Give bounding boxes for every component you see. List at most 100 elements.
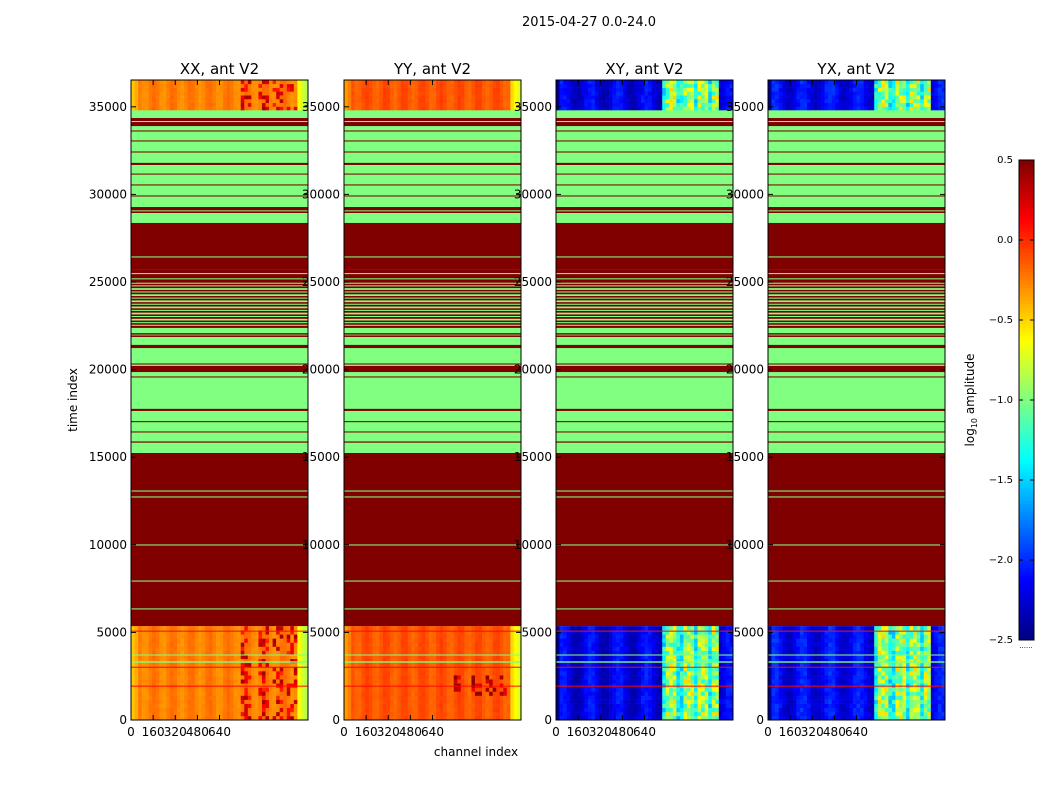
heatmap-cell — [283, 634, 287, 638]
heatmap-cell — [142, 712, 146, 716]
heatmap-cell — [637, 691, 641, 695]
heatmap-cell — [666, 679, 670, 683]
heatmap-cell — [694, 103, 698, 107]
heatmap-cell — [475, 700, 479, 704]
heatmap-cell — [244, 95, 248, 99]
heatmap-cell — [701, 663, 705, 667]
heatmap-cell — [181, 103, 185, 107]
heatmap-cell — [659, 107, 663, 111]
heatmap-cell — [181, 663, 185, 667]
heatmap-cell — [620, 651, 624, 655]
heatmap-cell — [705, 704, 709, 708]
heatmap-cell — [244, 663, 248, 667]
heatmap-cell — [567, 647, 571, 651]
heatmap-cell — [244, 634, 248, 638]
heatmap-cell — [404, 704, 408, 708]
heatmap-cell — [251, 712, 255, 716]
heatmap-cell — [383, 696, 387, 700]
heatmap-cell — [630, 107, 634, 111]
heatmap-cell — [701, 103, 705, 107]
heatmap-cell — [436, 647, 440, 651]
flag-band — [344, 453, 521, 626]
heatmap-cell — [262, 88, 266, 92]
heatmap-cell — [170, 91, 174, 95]
heatmap-cell — [468, 103, 472, 107]
heatmap-cell — [415, 99, 419, 103]
heatmap-cell — [598, 675, 602, 679]
heatmap-cell — [574, 651, 578, 655]
heatmap-cell — [669, 675, 673, 679]
heatmap-cell — [591, 88, 595, 92]
heatmap-cell — [408, 696, 412, 700]
heatmap-cell — [369, 696, 373, 700]
heatmap-cell — [415, 691, 419, 695]
flag-band — [344, 376, 521, 377]
heatmap-cell — [620, 642, 624, 646]
heatmap-cell — [637, 712, 641, 716]
heatmap-cell — [486, 634, 490, 638]
heatmap-cell — [429, 91, 433, 95]
heatmap-cell — [616, 647, 620, 651]
heatmap-cell — [634, 95, 638, 99]
heatmap-cell — [507, 712, 511, 716]
heatmap-cell — [408, 675, 412, 679]
heatmap-cell — [234, 84, 238, 88]
heatmap-cell — [173, 708, 177, 712]
heatmap-cell — [408, 107, 412, 111]
heatmap-cell — [294, 634, 298, 638]
heatmap-cell — [408, 683, 412, 687]
heatmap-cell — [581, 99, 585, 103]
heatmap-cell — [234, 107, 238, 111]
heatmap-cell — [705, 671, 709, 675]
heatmap-cell — [454, 687, 458, 691]
heatmap-cell — [135, 80, 139, 84]
heatmap-cell — [294, 712, 298, 716]
heatmap-cell — [248, 91, 252, 95]
heatmap-cell — [475, 675, 479, 679]
heatmap-cell — [694, 683, 698, 687]
heatmap-cell — [726, 80, 730, 84]
heatmap-cell — [471, 663, 475, 667]
heatmap-cell — [447, 651, 451, 655]
heatmap-cell — [422, 80, 426, 84]
heatmap-cell — [369, 700, 373, 704]
heatmap-cell — [581, 696, 585, 700]
heatmap-cell — [648, 103, 652, 107]
heatmap-cell — [457, 647, 461, 651]
heatmap-cell — [687, 103, 691, 107]
heatmap-cell — [266, 683, 270, 687]
heatmap-cell — [669, 691, 673, 695]
heatmap-cell — [433, 675, 437, 679]
heatmap-cell — [149, 683, 153, 687]
heatmap-cell — [560, 663, 564, 667]
heatmap-cell — [577, 99, 581, 103]
heatmap-cell — [198, 679, 202, 683]
heatmap-cell — [411, 675, 415, 679]
heatmap-cell — [425, 80, 429, 84]
heatmap-cell — [598, 103, 602, 107]
heatmap-cell — [258, 99, 262, 103]
heatmap-cell — [694, 95, 698, 99]
heatmap-cell — [152, 691, 156, 695]
heatmap-cell — [627, 679, 631, 683]
heatmap-cell — [227, 687, 231, 691]
heatmap-cell — [227, 647, 231, 651]
heatmap-cell — [234, 671, 238, 675]
heatmap-cell — [482, 712, 486, 716]
heatmap-cell — [369, 708, 373, 712]
heatmap-cell — [450, 107, 454, 111]
heatmap-cell — [507, 679, 511, 683]
heatmap-cell — [234, 642, 238, 646]
heatmap-cell — [390, 95, 394, 99]
heatmap-cell — [184, 675, 188, 679]
heatmap-cell — [581, 634, 585, 638]
heatmap-cell — [202, 642, 206, 646]
heatmap-cell — [436, 99, 440, 103]
heatmap-cell — [269, 634, 273, 638]
heatmap-cell — [369, 103, 373, 107]
heatmap-cell — [507, 103, 511, 107]
heatmap-cell — [662, 647, 666, 651]
heatmap-cell — [563, 642, 567, 646]
heatmap-cell — [648, 708, 652, 712]
heatmap-cell — [450, 679, 454, 683]
